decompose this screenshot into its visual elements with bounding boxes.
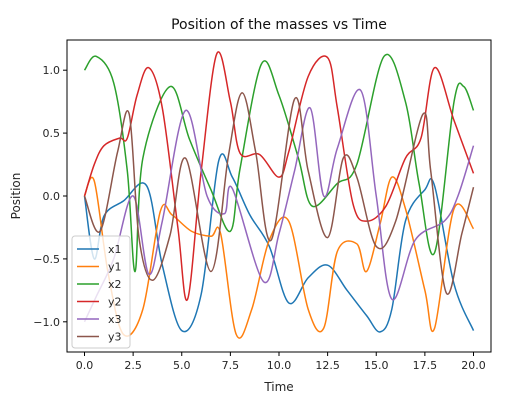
legend-box	[71, 235, 131, 349]
y-tick-label: 1.0	[43, 64, 61, 77]
y-tick-label: −1.0	[33, 316, 60, 329]
x-axis-label: Time	[263, 380, 293, 394]
series-line-y1	[83, 176, 475, 339]
x-tick-label: 15.0	[364, 359, 389, 372]
y-tick-label: 0.5	[43, 127, 61, 140]
chart-title: Position of the masses vs Time	[171, 17, 387, 33]
legend-label-x3: x3	[108, 313, 122, 326]
x-tick-label: 0.0	[76, 359, 94, 372]
x-tick-label: 20.0	[461, 359, 486, 372]
y-tick-label: −0.5	[33, 253, 60, 266]
series-group	[83, 51, 475, 339]
x-tick-label: 10.0	[267, 359, 292, 372]
series-line-x1	[83, 153, 475, 333]
series-line-x2	[83, 53, 475, 273]
y-axis-label: Position	[9, 173, 23, 220]
legend-label-y2: y2	[108, 296, 122, 309]
x-tick-label: 12.5	[315, 359, 340, 372]
legend: x1 y1 x2 y2 x3 y3	[71, 235, 131, 349]
x-axis-ticks: 0.0 2.5 5.0 7.5 10.0 12.5 15.0 17.5 20.0	[76, 352, 486, 372]
x-tick-label: 17.5	[413, 359, 438, 372]
series-line-y3	[83, 92, 475, 295]
x-tick-label: 5.0	[173, 359, 191, 372]
legend-label-y3: y3	[108, 331, 122, 344]
y-tick-label: 0.0	[43, 190, 61, 203]
legend-label-x1: x1	[108, 243, 122, 256]
x-tick-label: 7.5	[222, 359, 240, 372]
legend-label-y1: y1	[108, 261, 122, 274]
series-line-y2	[83, 51, 475, 302]
legend-label-x2: x2	[108, 278, 122, 291]
x-tick-label: 2.5	[124, 359, 142, 372]
y-axis-ticks: −1.0 −0.5 0.0 0.5 1.0	[33, 64, 67, 329]
series-line-x3	[83, 88, 475, 323]
